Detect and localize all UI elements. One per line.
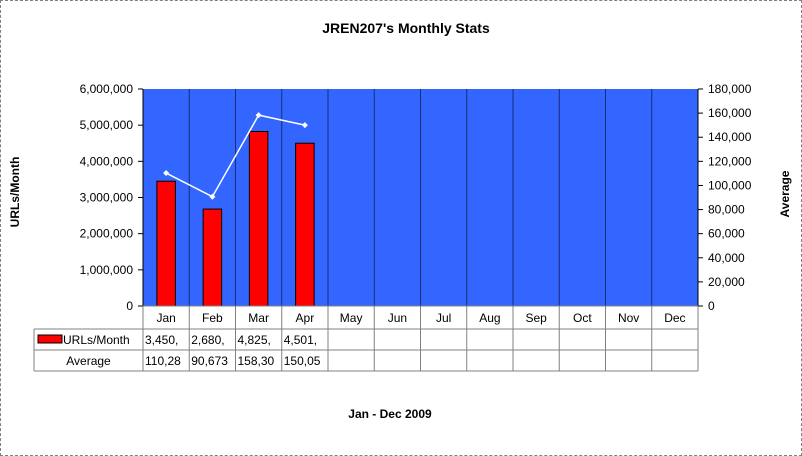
- average-line: [165, 114, 306, 198]
- y-tick-label: 6,000,000: [80, 82, 134, 96]
- data-label: 2,680,: [191, 333, 224, 347]
- data-label: 3,450,: [145, 333, 178, 347]
- y2-tick-label: 0: [708, 299, 715, 313]
- legend-label-average: Average: [66, 354, 111, 368]
- x-tick-label: Apr: [296, 311, 315, 325]
- x-tick-label: Aug: [479, 311, 500, 325]
- data-label: 150,05: [284, 354, 321, 368]
- y-axis-label: URLs/Month: [8, 157, 22, 228]
- x-tick-label: May: [340, 311, 363, 325]
- line-point: [209, 193, 216, 200]
- y2-tick-label: 100,000: [708, 178, 752, 192]
- y2-axis-ticks: 0 20,000 40,000 60,000 80,000 100,000 120,000 1…: [698, 82, 752, 313]
- y2-tick-label: 120,000: [708, 154, 752, 168]
- data-label: 4,501,: [284, 333, 317, 347]
- y-tick-label: 5,000,000: [80, 118, 134, 132]
- data-label: 110,28: [145, 354, 181, 368]
- x-tick-label: Oct: [573, 311, 592, 325]
- y-tick-label: 1,000,000: [80, 263, 134, 277]
- bar-series: [156, 130, 315, 307]
- y2-tick-label: 60,000: [708, 227, 745, 241]
- x-tick-label: Feb: [202, 311, 223, 325]
- x-tick-label: Jun: [388, 311, 407, 325]
- x-tick-label: Nov: [618, 311, 639, 325]
- legend-key-urls: [37, 334, 63, 344]
- bar: [295, 142, 315, 307]
- bar: [202, 208, 223, 307]
- grid-lines: [188, 89, 653, 306]
- y-tick-label: 3,000,000: [80, 191, 134, 205]
- line-point: [255, 112, 262, 119]
- y2-tick-label: 80,000: [708, 203, 745, 217]
- y-tick-label: 4,000,000: [80, 154, 134, 168]
- y-axis-ticks: 0 1,000,000 2,000,000 3,000,000 4,000,000 5,0…: [80, 82, 143, 313]
- x-tick-label: Dec: [664, 311, 685, 325]
- bar: [248, 130, 269, 307]
- line-series: [163, 112, 308, 200]
- data-label: 158,30: [238, 354, 275, 368]
- y2-tick-label: 160,000: [708, 106, 752, 120]
- data-label: 90,673: [191, 354, 228, 368]
- data-table: Jan Feb Mar Apr May Jun Jul Aug Sep Oct Nov Dec URLs…: [33, 305, 699, 372]
- chart-title: JREN207's Monthly Stats: [322, 20, 490, 36]
- x-axis-label: Jan - Dec 2009: [348, 407, 432, 421]
- data-label: 4,825,: [238, 333, 271, 347]
- y2-tick-label: 140,000: [708, 130, 752, 144]
- legend-label-urls: URLs/Month: [63, 333, 130, 347]
- x-tick-label: Sep: [525, 311, 547, 325]
- y-tick-label: 2,000,000: [80, 227, 134, 241]
- y-tick-label: 0: [126, 299, 133, 313]
- x-tick-label: Jan: [156, 311, 175, 325]
- x-tick-label: Mar: [248, 311, 269, 325]
- y2-tick-label: 180,000: [708, 82, 752, 96]
- bar: [156, 180, 176, 307]
- line-point: [163, 170, 170, 177]
- x-tick-label: Jul: [436, 311, 451, 325]
- y2-axis-label: Average: [778, 170, 792, 217]
- y2-tick-label: 20,000: [708, 275, 745, 289]
- line-point: [301, 122, 308, 129]
- y2-tick-label: 40,000: [708, 251, 745, 265]
